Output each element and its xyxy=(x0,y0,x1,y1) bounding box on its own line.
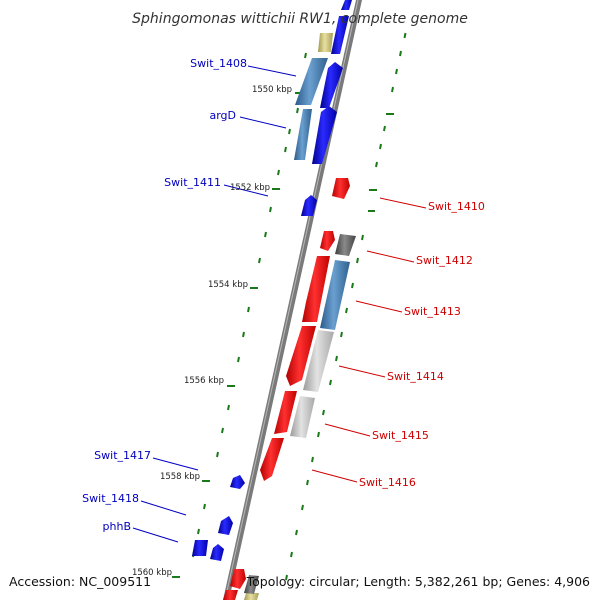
gene-steel-1 xyxy=(295,58,328,105)
gene-khaki-top xyxy=(318,33,333,52)
gene-swit-1418 xyxy=(218,516,233,535)
tick-label: 1552 kbp xyxy=(230,183,270,193)
tick-label: 1554 kbp xyxy=(208,280,248,290)
gene-label: Swit_1410 xyxy=(428,200,485,213)
gene-swit-1415 xyxy=(290,396,315,438)
leader-lines xyxy=(132,65,427,543)
gene-swit-1408 xyxy=(320,62,343,108)
gene-red-long-2 xyxy=(286,326,316,386)
gene-top-blue xyxy=(341,0,352,10)
gene-swit-1417 xyxy=(230,475,245,489)
gene-label: Swit_1415 xyxy=(372,429,429,442)
gene-swit-1414 xyxy=(303,330,334,392)
gene-swit-1410 xyxy=(332,178,350,199)
gene-khaki-bottom xyxy=(244,593,259,600)
gene-blue-small xyxy=(210,544,224,561)
gene-swit-1413 xyxy=(320,260,350,330)
gene-label: Swit_1414 xyxy=(387,370,444,383)
gene-steel-2 xyxy=(294,109,312,160)
forward-strand-features xyxy=(223,178,356,600)
gene-top-blue-2 xyxy=(331,16,349,54)
gene-swit-1416 xyxy=(260,438,284,481)
gene-label: Swit_1417 xyxy=(94,449,151,462)
gene-phh-b xyxy=(192,540,208,556)
accession-text: Accession: NC_009511 xyxy=(9,574,151,589)
topology-text: Topology: circular; Length: 5,382,261 bp… xyxy=(246,574,590,589)
gene-arg-d xyxy=(312,106,337,164)
gene-swit-1411 xyxy=(301,195,317,216)
gene-bottom-red-2 xyxy=(223,590,238,600)
tick-label: 1560 kbp xyxy=(132,568,172,578)
gene-bottom-red xyxy=(230,569,246,589)
gene-bottom-dark xyxy=(244,575,259,594)
gene-label: Swit_1412 xyxy=(416,254,473,267)
map-title: Sphingomonas wittichii RW1, complete gen… xyxy=(132,11,468,27)
reverse-strand-features xyxy=(192,0,352,600)
gene-swit-1412-red xyxy=(320,231,335,251)
gene-label: Swit_1418 xyxy=(82,492,139,505)
inner-tick-track xyxy=(172,52,307,578)
gene-red-long-1 xyxy=(302,256,330,322)
gene-label: argD xyxy=(209,109,236,122)
gene-label: Swit_1413 xyxy=(404,305,461,318)
gene-label: Swit_1408 xyxy=(190,57,247,70)
tick-label: 1558 kbp xyxy=(160,472,200,482)
tick-label: 1556 kbp xyxy=(184,376,224,386)
gene-swit-1412 xyxy=(335,234,356,256)
gene-label: phhB xyxy=(103,520,131,533)
gene-label: Swit_1416 xyxy=(359,476,416,489)
tick-label: 1550 kbp xyxy=(252,85,292,95)
gene-red-short xyxy=(274,391,297,434)
gene-label: Swit_1411 xyxy=(164,176,221,189)
outer-tick-track xyxy=(285,32,407,581)
